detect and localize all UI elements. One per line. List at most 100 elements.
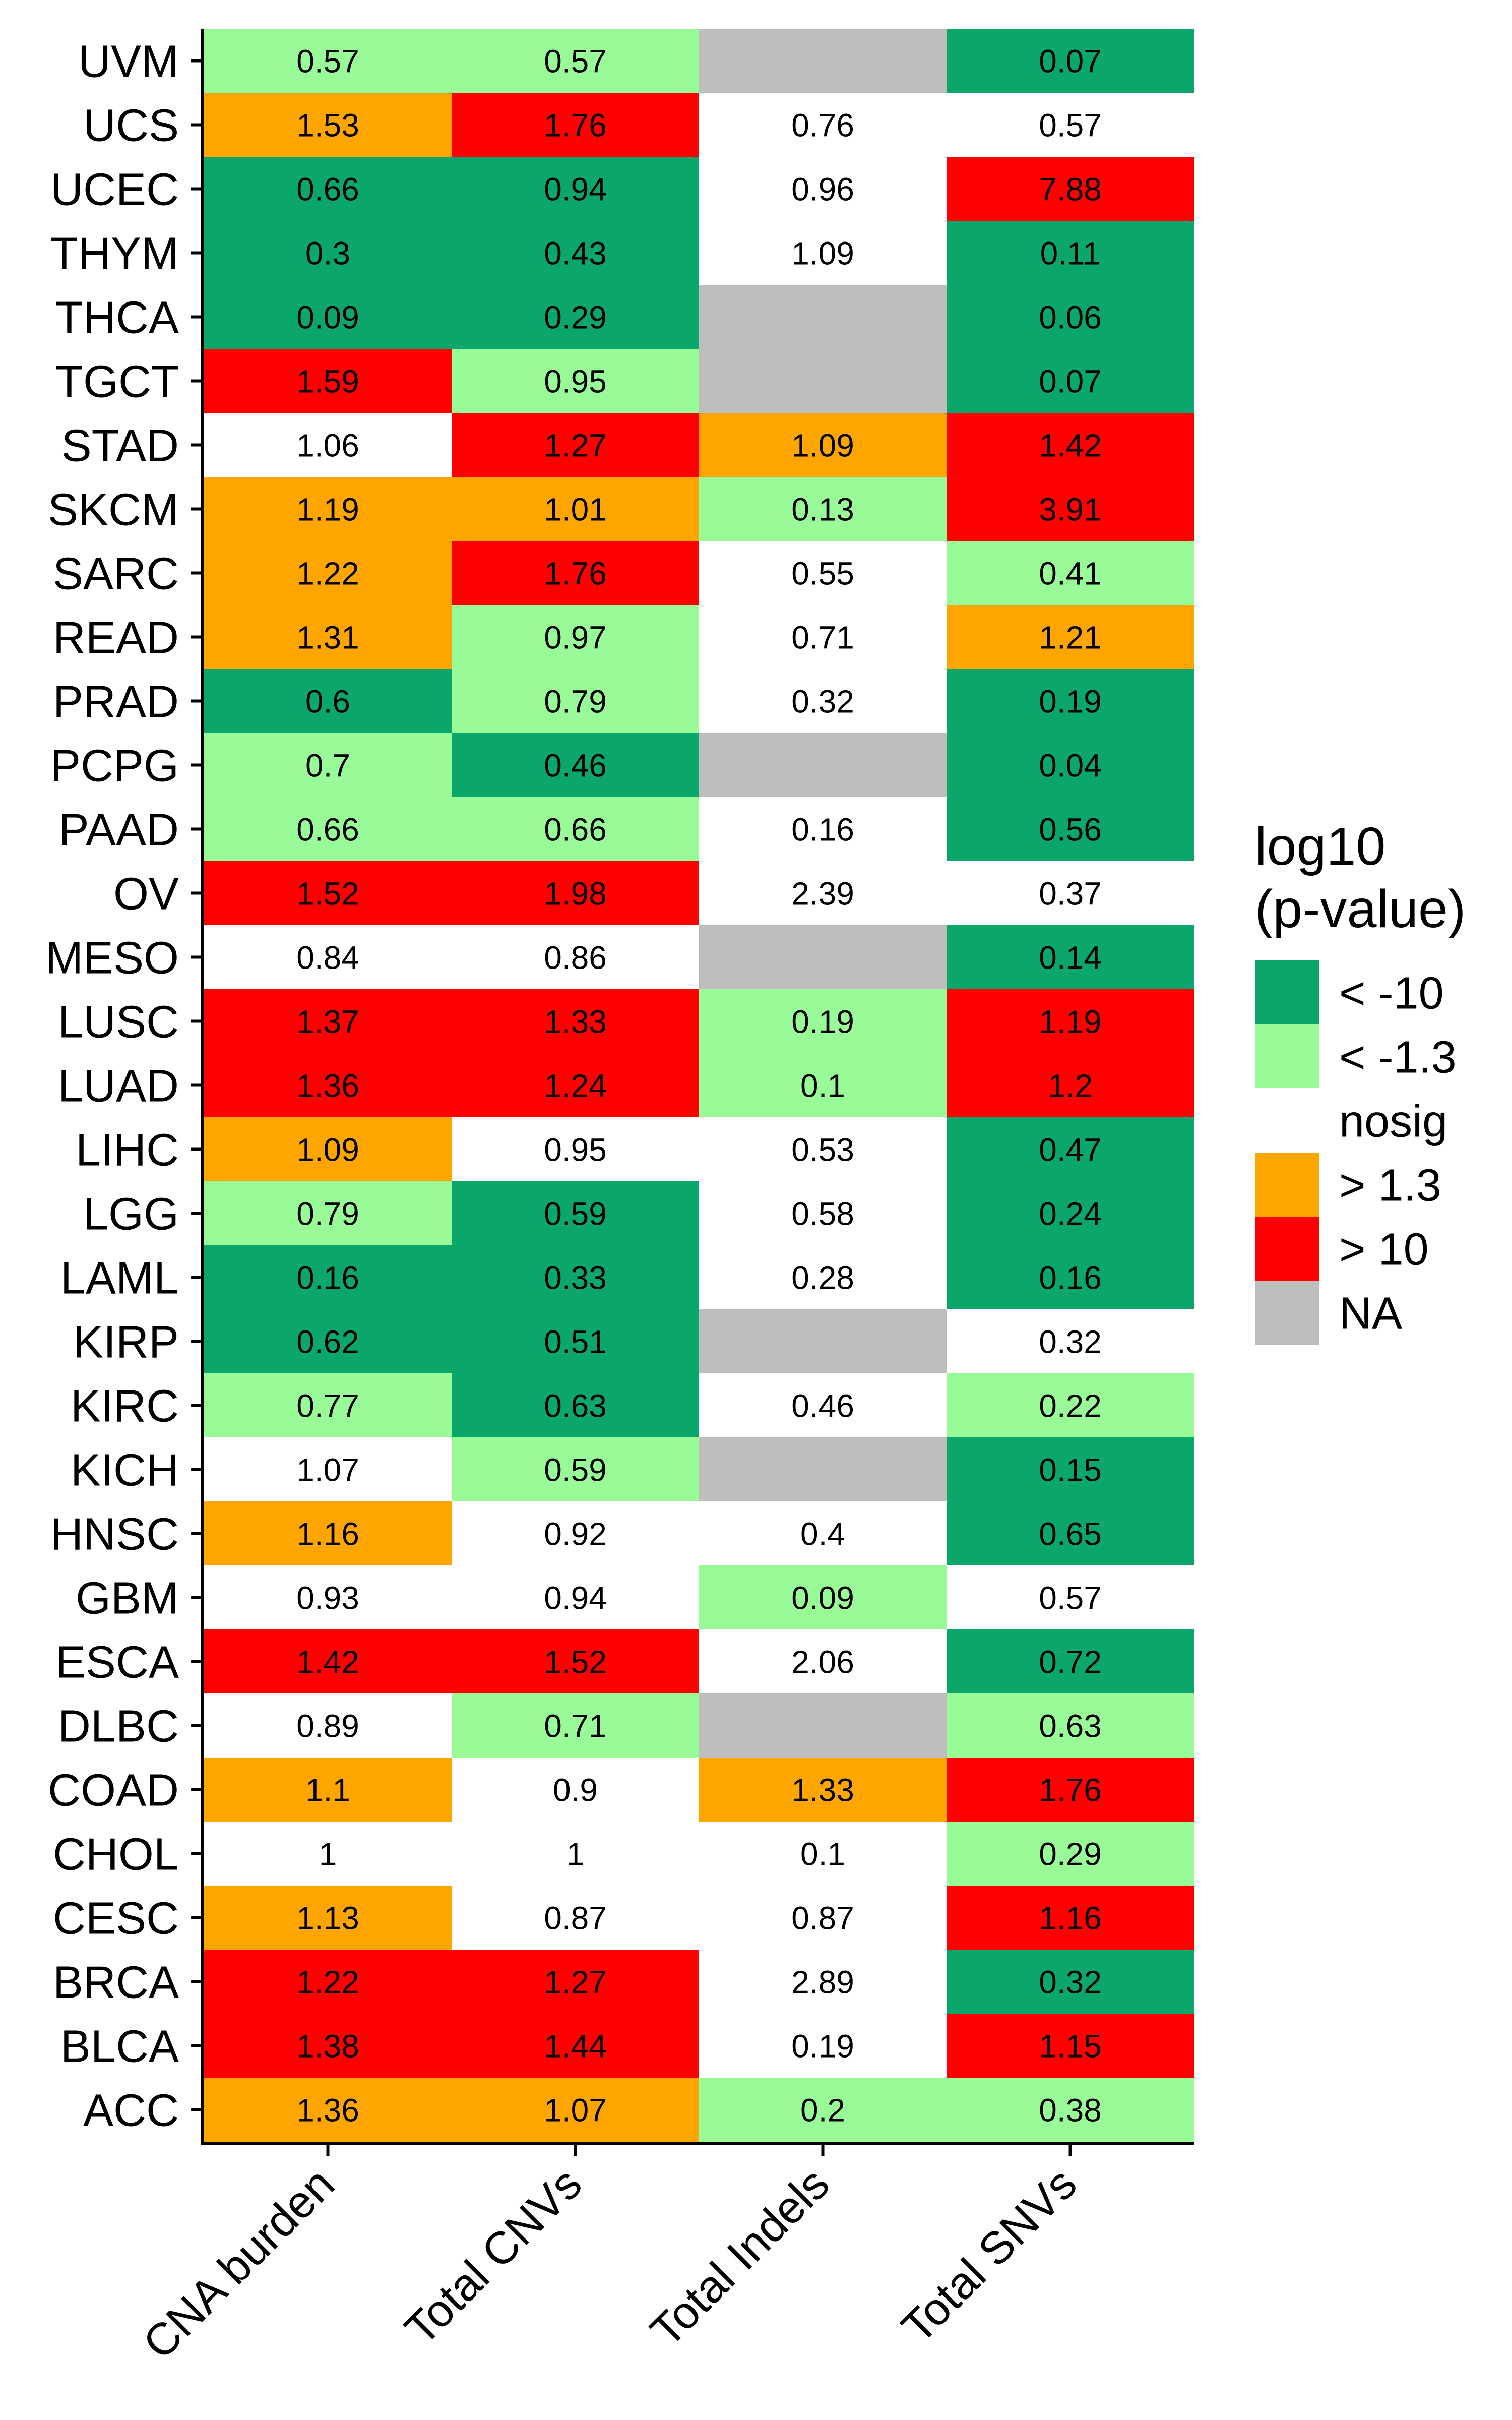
heatmap-cell [947, 2078, 1194, 2142]
y-tick-label: LIHC [76, 1125, 179, 1176]
cell-value-label: 0.2 [800, 2092, 845, 2129]
cell-value-labels: 0.57 0.57 0.07 1.53 1.76 0.76 0.57 0.66 0.94 0.96… [296, 43, 1102, 2129]
legend-title: (p-value) [1255, 879, 1466, 939]
y-tick-label: LAML [60, 1253, 179, 1304]
cell-value-label: 1.21 [1039, 620, 1102, 656]
heatmap-cell [947, 157, 1194, 221]
cell-value-label: 1.38 [296, 2028, 359, 2065]
cell-value-label: 0.7 [305, 748, 350, 784]
cell-value-label: 0.59 [544, 1452, 607, 1488]
heatmap-cell [452, 29, 699, 93]
heatmap-cell [947, 1117, 1194, 1181]
heatmap-cell [452, 1950, 699, 2014]
heatmap-cell [452, 285, 699, 349]
heatmap-cell [452, 221, 699, 285]
x-tick-label: CNA burden [134, 2158, 344, 2369]
cell-value-label: 1.27 [544, 1964, 607, 2001]
cell-value-label: 1.98 [544, 876, 607, 912]
heatmap-cell [699, 669, 947, 733]
heatmap-cell [204, 349, 452, 413]
heatmap-cell [452, 925, 699, 989]
heatmap-cell [947, 925, 1194, 989]
heatmap-cell [947, 1309, 1194, 1373]
y-tick-label: OV [113, 869, 179, 920]
heatmap-cell [699, 541, 947, 605]
heatmap-cell [204, 1053, 452, 1117]
heatmap-cell [204, 1309, 452, 1373]
y-tick-label: KIRC [71, 1381, 179, 1432]
heatmap-cell [204, 413, 452, 477]
cell-value-label: 3.91 [1039, 492, 1102, 528]
cell-value-label: 0.94 [544, 1580, 607, 1616]
cell-value-label: 0.46 [791, 1388, 854, 1424]
cell-value-label: 1 [566, 1836, 585, 1872]
heatmap-cell [947, 1373, 1194, 1437]
heatmap-cell [699, 989, 947, 1053]
heatmap-cell [204, 1437, 452, 1501]
heatmap-cell [452, 2078, 699, 2142]
cell-value-label: 0.66 [544, 812, 607, 848]
legend-key-gt10 [1255, 1217, 1319, 1281]
y-tick-label: PAAD [59, 805, 179, 856]
cell-value-label: 0.1 [800, 1836, 845, 1872]
cell-value-label: 0.87 [544, 1900, 607, 1937]
legend-key-lt1-3 [1255, 1024, 1319, 1088]
cell-value-label: 1.16 [1039, 1900, 1102, 1937]
heatmap-cell [947, 349, 1194, 413]
y-tick-label: COAD [48, 1766, 179, 1816]
cell-value-label: 0.29 [544, 299, 607, 336]
heatmap-cell [699, 1950, 947, 2014]
cell-value-label: 0.3 [305, 235, 350, 272]
cell-value-label: 0.72 [1039, 1644, 1102, 1680]
heatmap-cell [947, 1758, 1194, 1822]
heatmap-cell [699, 605, 947, 669]
y-tick-label: MESO [45, 933, 179, 984]
cell-value-label: 0.93 [296, 1580, 359, 1616]
heatmap-cell [204, 477, 452, 541]
heatmap-cell [452, 1309, 699, 1373]
legend-key-gt1-3 [1255, 1153, 1319, 1217]
cell-value-label: 0.22 [1039, 1388, 1102, 1424]
cell-value-label: 0.37 [1039, 876, 1102, 912]
y-tick-label: SKCM [48, 485, 179, 535]
cell-value-label: 0.04 [1039, 748, 1102, 784]
heatmap-cell [452, 1117, 699, 1181]
heatmap-cell [947, 733, 1194, 797]
legend-key-lt10 [1255, 960, 1319, 1024]
cell-value-label: 0.57 [1039, 107, 1102, 144]
heatmap-cell [452, 1693, 699, 1758]
cell-value-label: 0.16 [1039, 1260, 1102, 1296]
heatmap-cell [452, 733, 699, 797]
heatmap-cell [699, 221, 947, 285]
cell-value-label: 0.07 [1039, 43, 1102, 80]
cell-value-label: 1.37 [296, 1004, 359, 1040]
legend-label: NA [1339, 1289, 1402, 1339]
heatmap-cell [947, 477, 1194, 541]
cell-value-label: 0.32 [1039, 1964, 1102, 2001]
heatmap-cell [947, 1822, 1194, 1886]
heatmap-cell [699, 925, 947, 989]
heatmap-cell [699, 1886, 947, 1950]
cell-value-label: 0.59 [544, 1196, 607, 1232]
legend-key-na [1255, 1281, 1319, 1345]
heatmap-cell [204, 2078, 452, 2142]
cell-value-label: 0.77 [296, 1388, 359, 1424]
heatmap-cell [947, 1245, 1194, 1309]
x-tick-label: Total CNVs [396, 2158, 592, 2354]
heatmap-cell [947, 2014, 1194, 2078]
heatmap-cell [699, 797, 947, 861]
cell-value-label: 0.62 [296, 1324, 359, 1360]
y-tick-label: PCPG [50, 741, 179, 792]
heatmap-cell [699, 1629, 947, 1693]
heatmap-cell [947, 93, 1194, 157]
heatmap-cell [204, 1501, 452, 1565]
cell-value-label: 0.56 [1039, 812, 1102, 848]
cell-value-label: 0.89 [296, 1708, 359, 1744]
cell-value-label: 7.88 [1039, 171, 1102, 208]
cell-value-label: 0.29 [1039, 1836, 1102, 1872]
heatmap-cell [699, 2014, 947, 2078]
cell-value-label: 1.22 [296, 556, 359, 592]
cell-value-label: 0.16 [296, 1260, 359, 1296]
cell-value-label: 2.06 [791, 1644, 854, 1680]
cell-value-label: 0.43 [544, 235, 607, 272]
